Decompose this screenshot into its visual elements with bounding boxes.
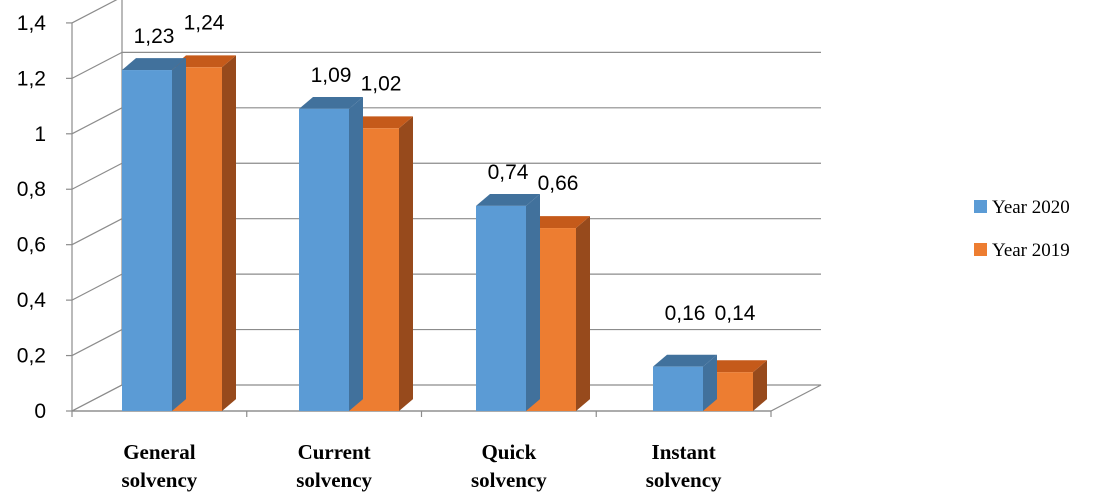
data-label: 0,66 [538,172,579,195]
y-tick-label: 0,4 [17,289,47,312]
category-label: Instant [652,440,716,464]
category-label: solvency [471,468,547,492]
y-tick-label: 1,4 [17,12,47,35]
data-label: 1,09 [311,64,352,87]
legend-swatch [974,200,987,213]
bar-side-face [399,116,413,411]
y-tick-label: 0 [34,400,46,423]
bar-top-face [526,216,590,229]
bar-top-face [299,96,363,109]
category-label: Quick [481,440,536,464]
data-labels: 1,23 1,24 1,09 1,02 0,74 0,66 0,16 0,14 [134,11,756,325]
y-tick-label: 1 [34,123,46,146]
bar-front-face [653,366,703,411]
bar-top-face [122,58,186,71]
legend-swatch [974,243,987,256]
bar-top-face [703,360,767,373]
bar-year-2020 [653,354,717,411]
bar-side-face [526,193,540,411]
side-wall-gridline [71,162,123,190]
data-label: 1,23 [134,25,175,48]
data-label: 0,74 [488,161,529,184]
bar-side-face [753,360,767,411]
side-wall-gridline [71,329,123,357]
category-label: General [123,440,195,464]
bar-side-face [172,58,186,411]
y-tick-label: 1,2 [17,67,46,90]
data-label: 0,14 [715,302,756,325]
category-labels: General solvency Current solvency Quick solve… [121,440,722,492]
bar-year-2020 [476,193,540,411]
category-label: Current [298,440,371,464]
bar-side-face [222,55,236,411]
category-label: solvency [296,468,372,492]
y-tick-label: 0,2 [17,345,46,368]
side-wall-gridline [71,107,123,135]
side-wall-gridline [71,218,123,246]
data-label: 1,24 [184,11,225,34]
category-label: solvency [121,468,197,492]
bar-side-face [576,216,590,411]
side-wall-gridline [71,51,123,79]
bars [122,55,767,412]
bar-front-face [476,205,526,411]
legend: Year 2020 Year 2019 [974,197,1070,261]
legend-label: Year 2020 [992,197,1070,218]
bar-top-face [476,193,540,206]
y-tick-label: 0,8 [17,178,46,201]
bar-front-face [122,70,172,411]
bar-side-face [349,96,363,412]
data-label: 1,02 [361,72,402,95]
bar-year-2020 [122,58,186,411]
side-wall-gridline [71,0,118,24]
side-wall-gridline [71,273,123,301]
bar-top-face [172,55,236,68]
bar-top-face [653,354,717,367]
bar-top-face [349,116,413,129]
y-tick-labels: 0 0,2 0,4 0,6 0,8 1 1,2 1,4 [17,12,47,423]
bar-year-2019 [703,360,767,411]
bar-side-face [703,354,717,411]
data-label: 0,16 [665,302,706,325]
bar-year-2020 [299,96,363,412]
y-tick-label: 0,6 [17,234,46,257]
bar-front-face [299,108,349,412]
legend-label: Year 2019 [992,240,1070,261]
category-label: solvency [646,468,722,492]
gridlines [71,0,822,412]
